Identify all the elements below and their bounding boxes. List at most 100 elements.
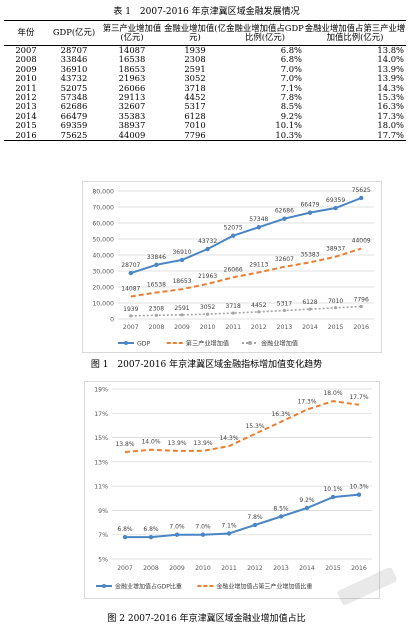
- table-cell: 66479: [60, 110, 88, 121]
- data-label: 28707: [121, 262, 140, 269]
- x-tick-label: 2014: [299, 565, 315, 572]
- x-tick-label: 2010: [200, 324, 216, 331]
- table-cell: 14.3%: [377, 82, 404, 93]
- table-header-cell: 金融业增加值占第三产业增加值比例(亿元): [304, 22, 406, 42]
- y-tick-label: 80,000: [92, 189, 114, 196]
- x-tick-label: 2014: [302, 324, 318, 331]
- table-cell: 1939: [184, 45, 206, 55]
- table-header-cell: 金融业增加值(亿元): [164, 22, 226, 42]
- data-label: 7.0%: [195, 524, 211, 531]
- y-tick-label: 11%: [94, 484, 108, 491]
- data-point: [307, 210, 313, 215]
- table-cell: 16.3%: [377, 101, 404, 112]
- data-point: [200, 532, 206, 537]
- table-cell: 32607: [118, 101, 146, 112]
- table-cell: 2308: [184, 54, 206, 65]
- data-label: 14.3%: [219, 435, 238, 442]
- data-point: [359, 195, 364, 201]
- table-cell: 2011: [15, 82, 37, 93]
- data-point: [359, 304, 363, 309]
- y-tick-label: 17%: [94, 411, 108, 418]
- table-row: 2010 43732 21963 3052 7.0% 13.9%: [4, 73, 406, 84]
- y-tick-label: 20,000: [92, 285, 114, 292]
- table-cell: 43732: [60, 73, 88, 84]
- y-tick-label: 13%: [94, 459, 108, 466]
- table-cell: 21963: [118, 73, 146, 84]
- chart-svg: 0 10,000 20,000 30,000 40,000 50,000 60,000 70,…: [82, 181, 382, 353]
- table-header-cell: GDP(亿元): [52, 27, 96, 38]
- table-row: 2012 57348 29113 4452 7.8% 15.3%: [4, 92, 406, 103]
- table-cell: 10.1%: [275, 120, 302, 131]
- data-label: 75625: [352, 187, 371, 194]
- x-tick-label: 2015: [325, 565, 341, 572]
- data-label: 38937: [326, 246, 345, 253]
- chart-frame: [84, 381, 380, 599]
- data-point: [122, 534, 128, 540]
- table-cell: 7.8%: [280, 92, 302, 103]
- table-header-cell: 金融业增加值占GDP 比例(亿元): [226, 22, 304, 42]
- table-row: 2008 33846 16538 2308 6.8% 14.0%: [4, 54, 406, 65]
- legend-label: 金融业增加值占第三产业增加值比重: [216, 583, 312, 591]
- table-cell: 8.5%: [280, 101, 302, 112]
- y-tick-label: 19%: [94, 387, 108, 394]
- series-line: [130, 247, 362, 298]
- x-tick-label: 2011: [221, 565, 237, 572]
- x-tick-label: 2016: [353, 324, 369, 331]
- x-tick-label: 2009: [169, 565, 185, 572]
- data-label: 7796: [354, 297, 369, 304]
- table-cell: 13.9%: [377, 63, 404, 74]
- table-header-row: 年份 GDP(亿元) 第三产业增加值(亿元) 金融业增加值(亿元) 金融业增加值…: [4, 20, 406, 46]
- data-label: 4452: [251, 302, 266, 309]
- data-label: 5317: [277, 300, 292, 307]
- data-label: 36910: [172, 249, 191, 256]
- table-cell: 17.3%: [377, 110, 404, 121]
- data-point: [304, 505, 310, 511]
- x-tick-label: 2009: [174, 324, 190, 331]
- data-label: 10.1%: [323, 486, 342, 493]
- y-tick-label: 30,000: [92, 269, 114, 276]
- x-tick-label: 2015: [328, 324, 344, 331]
- series-line: [125, 493, 360, 539]
- table-row: 2014 66479 35383 6128 9.2% 17.3%: [4, 110, 406, 121]
- x-tick-label: 2010: [195, 565, 211, 572]
- series-line: [130, 305, 362, 317]
- table-row: 2013 62686 32607 5317 8.5% 16.3%: [4, 101, 406, 112]
- table-cell: 6.8%: [280, 45, 302, 55]
- table-cell: 5317: [184, 101, 206, 112]
- data-label: 35383: [300, 251, 319, 258]
- y-tick-label: 7%: [98, 532, 108, 539]
- legend-label: GDP: [137, 341, 151, 348]
- table-cell: 14087: [118, 45, 146, 55]
- data-point: [334, 306, 338, 310]
- table-cell: 9.2%: [280, 110, 302, 121]
- data-label: 14.0%: [141, 439, 160, 446]
- table-cell: 3052: [184, 73, 206, 84]
- table-row: 2007 28707 14087 1939 6.8% 13.8%: [4, 45, 406, 56]
- table-cell: 36910: [60, 63, 88, 74]
- table-cell: 2014: [15, 110, 37, 121]
- data-label: 18653: [172, 278, 191, 285]
- table-cell: 2591: [184, 63, 206, 74]
- table-cell: 7.1%: [280, 82, 302, 93]
- data-point: [180, 313, 184, 317]
- x-tick-label: 2012: [247, 565, 263, 572]
- table-cell: 14.0%: [377, 54, 404, 65]
- table-cell: 2010: [15, 73, 37, 84]
- gdp-trend-chart: 0 10,000 20,000 30,000 40,000 50,000 60,000 70,…: [82, 181, 382, 353]
- data-point: [257, 310, 261, 314]
- watermark-logo: [337, 568, 397, 606]
- table-cell: 2012: [15, 92, 37, 103]
- table-cell: 69359: [60, 120, 88, 131]
- data-label: 66479: [300, 202, 319, 209]
- x-tick-label: 2007: [123, 324, 139, 331]
- data-point: [231, 233, 236, 238]
- data-label: 15.3%: [245, 423, 264, 430]
- x-tick-label: 2011: [225, 324, 241, 331]
- data-label: 7.8%: [247, 514, 263, 521]
- figure2-caption: 图 2 2007-2016 年京津冀区域金融业增加值占比: [107, 614, 306, 624]
- data-point: [330, 494, 336, 500]
- data-point: [252, 522, 258, 528]
- data-label: 3718: [226, 303, 241, 310]
- data-label: 29113: [249, 261, 268, 268]
- legend-label: 金融业增加值: [261, 340, 298, 348]
